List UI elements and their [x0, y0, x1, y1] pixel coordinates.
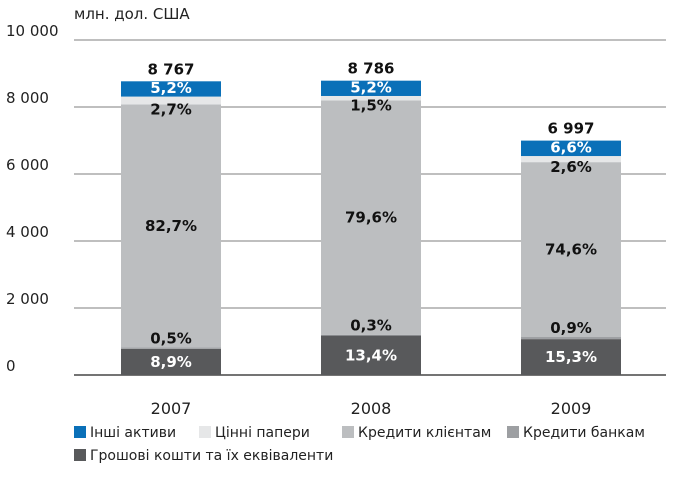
legend-label: Кредити клієнтам — [358, 425, 491, 441]
bar-stack-2007: 8,9% 0,5% 82,7% 2,7% 5,2%8 767 — [121, 60, 221, 375]
x-axis-ticks: 2007 2008 2009 — [151, 399, 592, 418]
y-tick-label: 4 000 — [6, 223, 49, 241]
y-axis-ticks: 0 2 000 4 000 6 000 8 000 10 000 — [6, 22, 59, 375]
data-label: 2,6% — [550, 158, 592, 176]
bar-segment — [521, 337, 621, 340]
legend-label: Грошові кошти та їх еквіваленти — [90, 448, 333, 464]
y-tick-label: 8 000 — [6, 89, 49, 107]
legend-swatch — [74, 426, 86, 438]
bar-segment — [321, 334, 421, 336]
legend-item: Кредити банкам — [507, 425, 645, 441]
data-label: 0,3% — [350, 317, 392, 335]
legend: Інші активи Цінні папери Кредити клієнтам К… — [74, 425, 645, 464]
total-label: 6 997 — [548, 120, 595, 138]
data-label: 5,2% — [150, 79, 192, 97]
bar-segment — [321, 80, 421, 96]
bar-segment — [521, 156, 621, 163]
legend-swatch — [199, 426, 211, 438]
data-label: 74,6% — [545, 241, 597, 259]
bar-segment — [321, 100, 421, 335]
data-label: 1,5% — [350, 96, 392, 114]
legend-item: Інші активи — [74, 425, 176, 441]
legend-item: Цінні папери — [199, 425, 310, 441]
bar-segment — [121, 104, 221, 348]
legend-swatch — [507, 426, 519, 438]
bar-segment — [121, 348, 221, 375]
data-label: 5,2% — [350, 78, 392, 96]
legend-item: Кредити клієнтам — [342, 425, 491, 441]
unit-label: млн. дол. США — [74, 5, 190, 23]
legend-item: Грошові кошти та їх еквіваленти — [74, 448, 333, 464]
bar-segment — [321, 335, 421, 375]
bar-segment — [121, 96, 221, 105]
data-label: 2,7% — [150, 101, 192, 119]
bars: 8,9%0,5%82,7%2,7%5,2%8 76713,4%0,3%79,6%… — [121, 60, 621, 375]
legend-label: Інші активи — [90, 425, 176, 441]
legend-swatch — [74, 449, 86, 461]
x-tick-label: 2007 — [151, 399, 192, 418]
data-label: 13,4% — [345, 346, 397, 364]
bar-stack-2008: 13,4% 0,3% 79,6% 1,5%5,2%8 786 — [321, 60, 421, 375]
legend-label: Кредити банкам — [523, 425, 645, 441]
y-tick-label: 0 — [6, 357, 16, 375]
bar-segment — [121, 81, 221, 97]
total-label: 8 767 — [148, 60, 195, 78]
legend-swatch — [342, 426, 354, 438]
bar-segment — [321, 95, 421, 101]
bar-segment — [521, 140, 621, 157]
data-label: 6,6% — [550, 138, 592, 156]
y-tick-label: 10 000 — [6, 22, 59, 40]
data-label: 15,3% — [545, 348, 597, 366]
bar-segment — [521, 162, 621, 338]
data-label: 0,5% — [150, 329, 192, 347]
y-tick-label: 6 000 — [6, 156, 49, 174]
bar-stack-2009: 15,3% 0,9% 74,6% 2,6% 6,6%6 997 — [521, 120, 621, 375]
legend-label: Цінні папери — [215, 425, 310, 441]
y-tick-label: 2 000 — [6, 290, 49, 308]
total-label: 8 786 — [348, 60, 395, 78]
data-label: 8,9% — [150, 353, 192, 371]
x-tick-label: 2009 — [551, 399, 592, 418]
data-label: 0,9% — [550, 319, 592, 337]
bar-segment — [521, 339, 621, 375]
x-tick-label: 2008 — [351, 399, 392, 418]
data-label: 79,6% — [345, 209, 397, 227]
data-label: 82,7% — [145, 217, 197, 235]
bar-segment — [121, 347, 221, 349]
